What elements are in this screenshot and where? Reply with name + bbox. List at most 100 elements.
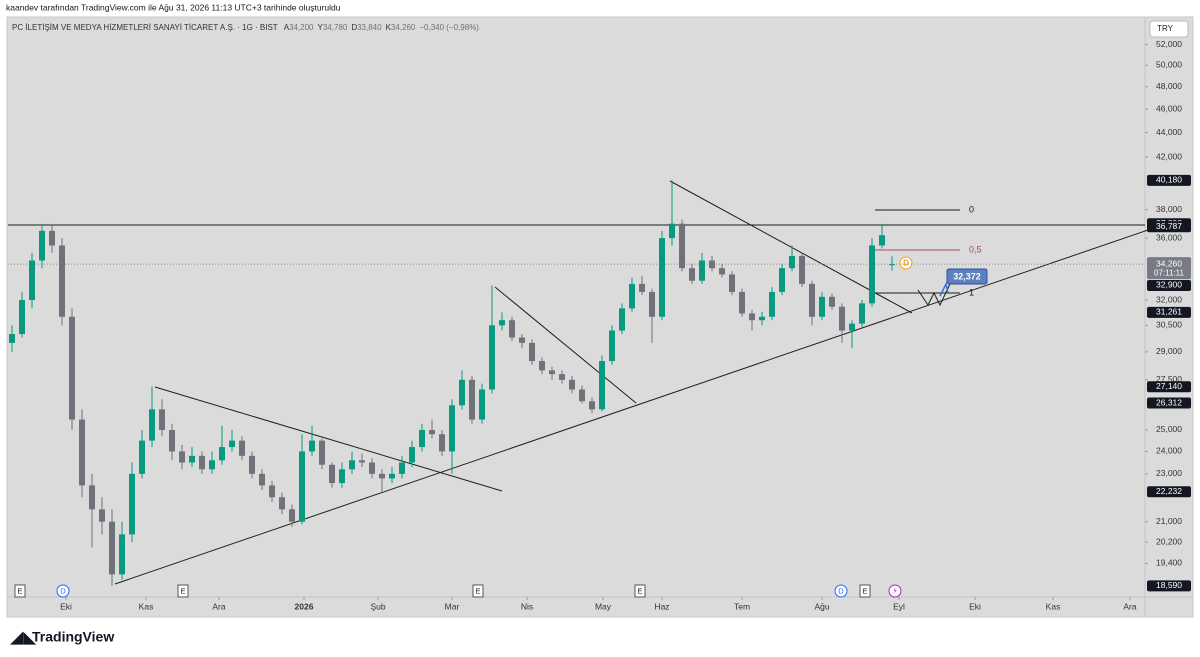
candle-body bbox=[589, 401, 595, 410]
candle-body bbox=[559, 374, 565, 380]
event-label: D bbox=[60, 586, 66, 595]
y-tick-label: 21,000 bbox=[1156, 516, 1182, 526]
currency[interactable]: TRY bbox=[1157, 24, 1174, 33]
x-tick-label: Eki bbox=[969, 601, 981, 611]
price-label: 40,180 bbox=[1156, 175, 1182, 185]
event-marker bbox=[834, 584, 848, 598]
x-tick-label: Eki bbox=[60, 601, 72, 611]
candle-body bbox=[19, 300, 25, 335]
candle-body bbox=[179, 451, 185, 463]
credit: kaandev tarafından TradingView.com ile A… bbox=[6, 2, 341, 12]
price-label-box bbox=[1147, 221, 1191, 233]
candle-body bbox=[689, 268, 695, 281]
price-label: 36,787 bbox=[1156, 221, 1182, 231]
x-tick-label: Tem bbox=[734, 601, 750, 611]
candle-body bbox=[239, 440, 245, 456]
x-tick-label: Kas bbox=[1046, 601, 1061, 611]
fib-label: 0 bbox=[969, 204, 974, 214]
candle-body bbox=[219, 447, 225, 461]
price-label-box bbox=[1147, 174, 1191, 186]
candle-body bbox=[759, 316, 765, 321]
legend-key: Y bbox=[318, 23, 324, 32]
price-label-box bbox=[1147, 486, 1191, 498]
candle-body bbox=[539, 361, 545, 371]
event-label: D bbox=[838, 586, 844, 595]
candle-body bbox=[39, 230, 45, 261]
x-tick-label: Ağu bbox=[814, 601, 829, 611]
y-tick-label: 24,000 bbox=[1156, 446, 1182, 456]
candle-body bbox=[869, 245, 875, 304]
candle-body bbox=[529, 342, 535, 362]
price-label: 32,900 bbox=[1156, 280, 1182, 290]
candle-body bbox=[429, 429, 435, 435]
callout-text: 32,372 bbox=[953, 271, 981, 281]
event-label: E bbox=[862, 586, 867, 595]
candle-body bbox=[249, 455, 255, 474]
x-tick-label: May bbox=[595, 601, 612, 611]
candle-body bbox=[639, 283, 645, 292]
candle-body bbox=[749, 313, 755, 321]
candle-body bbox=[389, 473, 395, 479]
candle-body bbox=[849, 323, 855, 331]
y-tick-label: 50,000 bbox=[1156, 60, 1182, 70]
trend-line bbox=[114, 229, 1149, 585]
candle-body bbox=[659, 238, 665, 317]
candle-body bbox=[789, 255, 795, 269]
x-tick-label: Nis bbox=[521, 601, 533, 611]
candle-body bbox=[839, 306, 845, 331]
candle-body bbox=[459, 379, 465, 406]
y-tick-label: 30,500 bbox=[1156, 320, 1182, 330]
candle-body bbox=[509, 320, 515, 338]
candle-body bbox=[129, 473, 135, 535]
currency-button[interactable] bbox=[1149, 20, 1189, 38]
candle-body bbox=[519, 337, 525, 343]
candle-body bbox=[269, 485, 275, 498]
legend-key: K bbox=[386, 23, 392, 32]
countdown: 07:11:11 bbox=[1154, 268, 1185, 277]
candle-body bbox=[369, 462, 375, 474]
event-label: E bbox=[475, 586, 480, 595]
candle-body bbox=[599, 361, 605, 410]
candle-body bbox=[699, 260, 705, 281]
price-label: 34,260 bbox=[1156, 258, 1182, 268]
price-label-box bbox=[1147, 257, 1191, 280]
event-label: E bbox=[17, 586, 22, 595]
y-tick-label: 29,000 bbox=[1156, 346, 1182, 356]
legend-key: A bbox=[284, 23, 290, 32]
price-label-box bbox=[1147, 580, 1191, 592]
candle-body bbox=[169, 429, 175, 452]
candle-body bbox=[479, 389, 485, 420]
candle-body bbox=[649, 291, 655, 317]
candle-body bbox=[679, 223, 685, 269]
y-tick-label: 52,000 bbox=[1156, 39, 1182, 49]
fib-label: 1 bbox=[969, 287, 974, 297]
x-tick-label: Şub bbox=[370, 601, 385, 611]
price-label-box bbox=[1147, 381, 1191, 393]
event-marker bbox=[859, 584, 871, 598]
candle-body bbox=[809, 283, 815, 317]
y-tick-label: 38,000 bbox=[1156, 204, 1182, 214]
candle-body bbox=[189, 455, 195, 463]
candle-body bbox=[259, 473, 265, 486]
candle-body bbox=[419, 429, 425, 448]
callout-pointer bbox=[939, 281, 949, 297]
x-tick-label: Kas bbox=[139, 601, 154, 611]
legend-value: 34,200 bbox=[289, 23, 314, 32]
candle-body bbox=[319, 440, 325, 465]
candle-body bbox=[309, 440, 315, 452]
candle-body bbox=[29, 260, 35, 301]
split-marker bbox=[888, 584, 902, 598]
logo-icon: ◢◣ bbox=[10, 627, 37, 646]
candle-body bbox=[49, 230, 55, 246]
symbol-title: PC İLETİŞİM VE MEDYA HİZMETLERİ SANAYİ T… bbox=[12, 23, 278, 32]
candle-body bbox=[569, 379, 575, 390]
dividend-marker bbox=[899, 256, 913, 270]
split-marker-icon: ⚡ bbox=[892, 587, 898, 596]
x-tick-label: Eyl bbox=[893, 601, 905, 611]
legend-value: 33,840 bbox=[357, 23, 382, 32]
legend-change: −0,340 (−0,98%) bbox=[419, 23, 479, 32]
candle-body bbox=[549, 370, 555, 375]
event-marker bbox=[634, 584, 646, 598]
trend-line bbox=[154, 386, 503, 492]
